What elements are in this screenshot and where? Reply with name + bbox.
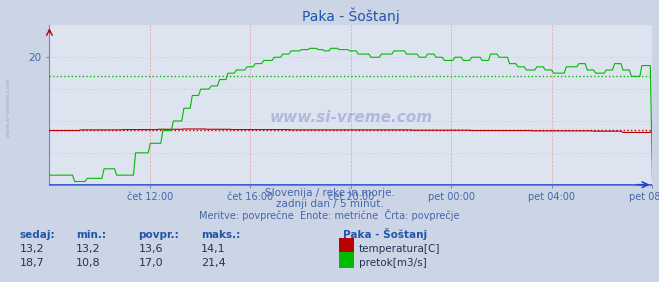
Text: pretok[m3/s]: pretok[m3/s]	[359, 259, 427, 268]
Text: www.si-vreme.com: www.si-vreme.com	[5, 78, 11, 137]
Title: Paka - Šoštanj: Paka - Šoštanj	[302, 8, 400, 24]
Text: 18,7: 18,7	[20, 259, 45, 268]
Text: www.si-vreme.com: www.si-vreme.com	[270, 110, 432, 125]
Text: 13,6: 13,6	[138, 244, 163, 254]
Text: 13,2: 13,2	[76, 244, 100, 254]
Text: sedaj:: sedaj:	[20, 230, 55, 240]
Text: 13,2: 13,2	[20, 244, 44, 254]
Text: Paka - Šoštanj: Paka - Šoštanj	[343, 228, 427, 240]
Text: 17,0: 17,0	[138, 259, 163, 268]
Text: povpr.:: povpr.:	[138, 230, 179, 240]
Text: 14,1: 14,1	[201, 244, 225, 254]
Text: temperatura[C]: temperatura[C]	[359, 244, 441, 254]
Text: 21,4: 21,4	[201, 259, 226, 268]
Text: Meritve: povprečne  Enote: metrične  Črta: povprečje: Meritve: povprečne Enote: metrične Črta:…	[199, 209, 460, 221]
Text: maks.:: maks.:	[201, 230, 241, 240]
Text: 10,8: 10,8	[76, 259, 100, 268]
Text: zadnji dan / 5 minut.: zadnji dan / 5 minut.	[275, 199, 384, 209]
Text: min.:: min.:	[76, 230, 106, 240]
Text: Slovenija / reke in morje.: Slovenija / reke in morje.	[264, 188, 395, 198]
